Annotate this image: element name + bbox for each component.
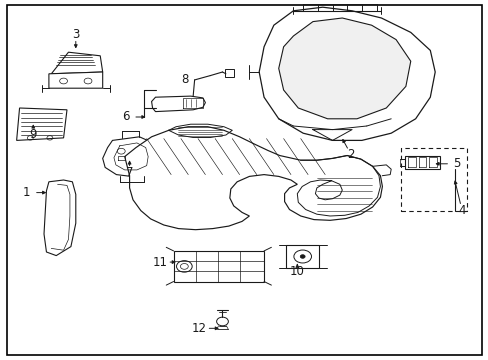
Polygon shape (124, 127, 382, 230)
Text: 10: 10 (289, 265, 304, 278)
Text: 12: 12 (192, 322, 206, 335)
Polygon shape (278, 18, 410, 119)
Polygon shape (404, 156, 439, 169)
Polygon shape (44, 180, 76, 256)
Text: 7: 7 (125, 166, 133, 179)
Circle shape (300, 255, 305, 258)
Polygon shape (17, 108, 67, 140)
Polygon shape (285, 245, 319, 268)
Text: 8: 8 (181, 73, 188, 86)
Text: 9: 9 (29, 129, 37, 141)
Bar (400, 148, 466, 211)
Polygon shape (224, 69, 233, 77)
Text: 6: 6 (122, 111, 130, 123)
Polygon shape (51, 52, 102, 74)
Polygon shape (49, 72, 102, 88)
Text: 3: 3 (72, 28, 80, 41)
Polygon shape (173, 251, 264, 282)
Text: 1: 1 (23, 186, 31, 199)
Polygon shape (102, 137, 156, 176)
Polygon shape (151, 96, 205, 112)
Text: 2: 2 (346, 148, 354, 161)
Text: 11: 11 (153, 256, 167, 269)
Text: 5: 5 (452, 157, 460, 170)
Text: 4: 4 (457, 204, 465, 217)
Polygon shape (259, 7, 434, 140)
